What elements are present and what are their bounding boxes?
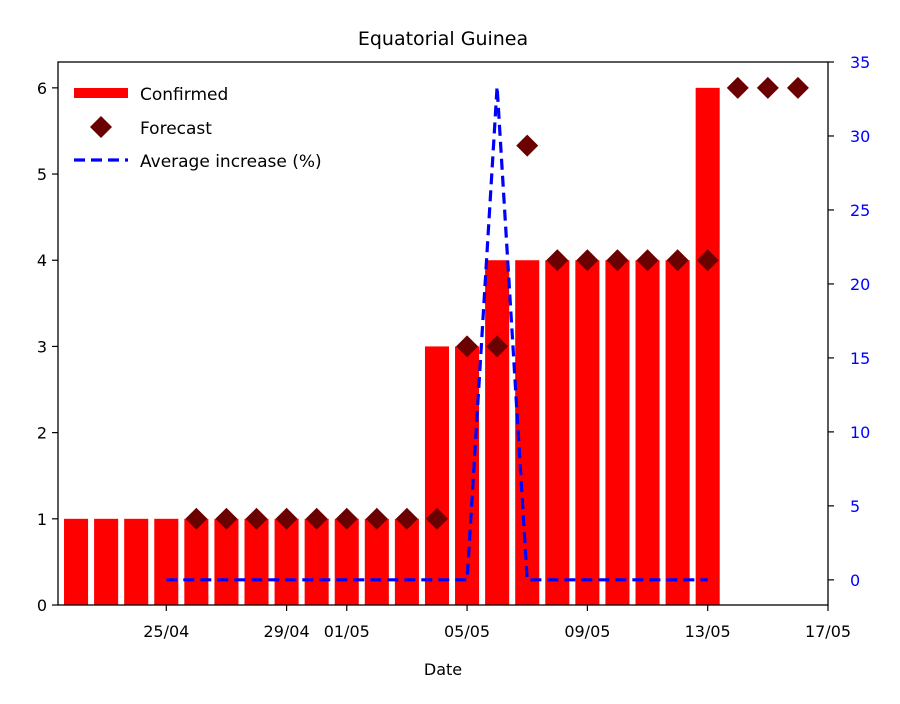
marker-forecast <box>576 249 599 272</box>
axes-layer: 0 1 2 3 4 5 6 0 5 10 15 20 25 30 35 25/04 29/04 01/05 05/0… <box>37 53 871 641</box>
marker-forecast <box>305 507 328 530</box>
marker-forecast <box>606 249 629 272</box>
marker-forecast <box>395 507 418 530</box>
x-tick-label: 29/04 <box>264 622 310 641</box>
legend-label-forecast: Forecast <box>140 119 212 139</box>
legend-swatch-confirmed <box>74 88 128 98</box>
marker-forecast <box>335 507 358 530</box>
bar-confirmed <box>424 346 450 605</box>
legend-swatch-forecast <box>90 116 112 138</box>
x-axis-label: Date <box>424 660 462 679</box>
bar-confirmed <box>64 518 89 605</box>
y-right-tick-label: 25 <box>850 201 870 220</box>
marker-forecast <box>425 507 448 530</box>
y-left-tick-label: 0 <box>37 596 47 615</box>
marker-forecast <box>486 335 509 358</box>
bar-confirmed <box>94 518 119 605</box>
y-left-tick-label: 6 <box>37 79 47 98</box>
y-right-tick-label: 20 <box>850 275 870 294</box>
y-right-tick-label: 5 <box>850 497 860 516</box>
bar-confirmed <box>124 518 149 605</box>
bar-confirmed <box>695 87 720 606</box>
bar-confirmed <box>334 518 359 605</box>
marker-forecast <box>456 335 479 358</box>
y-right-tick-label: 35 <box>850 53 870 72</box>
bar-confirmed <box>394 518 419 605</box>
marker-forecast <box>696 249 719 272</box>
line-average-increase <box>166 86 708 582</box>
x-tick-label: 05/05 <box>444 622 490 641</box>
y-right-tick-label: 15 <box>850 349 870 368</box>
y-right-tick-label: 30 <box>850 127 870 146</box>
bar-confirmed <box>304 518 329 605</box>
y-left-tick-label: 3 <box>37 337 47 356</box>
chart-title: Equatorial Guinea <box>358 28 528 50</box>
bar-confirmed <box>455 346 480 605</box>
x-tick-label: 09/05 <box>564 622 610 641</box>
bar-confirmed <box>364 518 389 605</box>
x-tick-label: 25/04 <box>143 622 189 641</box>
marker-forecast <box>666 249 689 272</box>
bar-confirmed <box>605 260 630 605</box>
legend-label-confirmed: Confirmed <box>140 85 228 105</box>
marker-forecast <box>546 249 569 272</box>
marker-forecast <box>516 134 539 157</box>
bar-confirmed <box>545 260 570 605</box>
bar-confirmed <box>575 260 600 605</box>
marker-forecast <box>365 507 388 530</box>
bar-confirmed <box>274 518 299 605</box>
y-right-tick-label: 0 <box>850 571 860 590</box>
legend: Confirmed Forecast Average increase (%) <box>74 85 322 172</box>
legend-label-average-increase: Average increase (%) <box>140 152 322 172</box>
bars-layer <box>64 87 720 606</box>
line-layer <box>166 86 708 582</box>
markers-layer <box>185 76 809 530</box>
bar-confirmed <box>635 260 660 605</box>
bar-confirmed <box>485 260 510 605</box>
x-tick-label: 01/05 <box>324 622 370 641</box>
x-tick-label: 17/05 <box>805 622 851 641</box>
marker-forecast <box>726 76 749 99</box>
x-tick-label: 13/05 <box>685 622 731 641</box>
marker-forecast <box>185 507 208 530</box>
marker-forecast <box>215 507 238 530</box>
marker-forecast <box>275 507 298 530</box>
marker-forecast <box>786 76 809 99</box>
marker-forecast <box>756 76 779 99</box>
marker-forecast <box>245 507 268 530</box>
plot-frame <box>57 61 829 606</box>
bar-confirmed <box>184 518 209 605</box>
marker-forecast <box>636 249 659 272</box>
bar-confirmed <box>244 518 269 605</box>
y-right-tick-label: 10 <box>850 423 870 442</box>
y-left-tick-label: 1 <box>37 510 47 529</box>
bar-confirmed <box>665 260 690 605</box>
y-left-tick-label: 2 <box>37 424 47 443</box>
y-left-tick-label: 5 <box>37 165 47 184</box>
bar-confirmed <box>214 518 239 605</box>
bar-confirmed <box>154 518 179 605</box>
y-left-tick-label: 4 <box>37 251 47 270</box>
